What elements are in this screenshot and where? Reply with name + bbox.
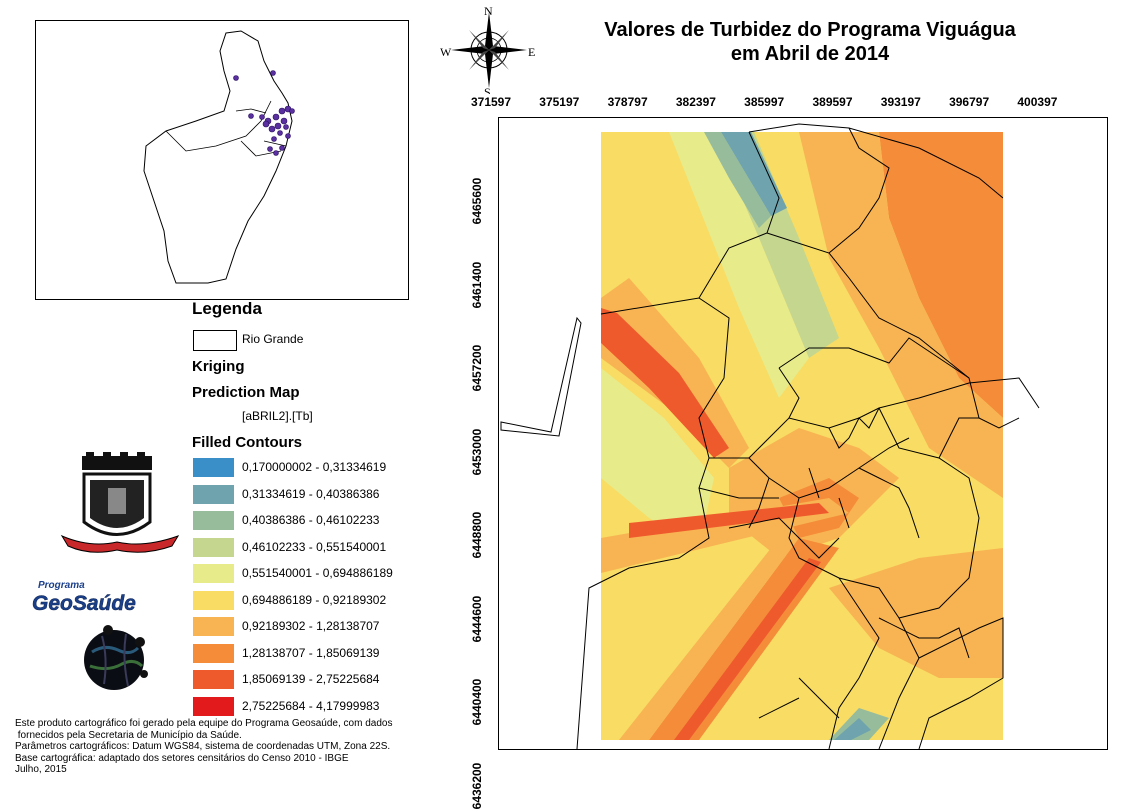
y-tick-label: 6444600 xyxy=(470,595,484,642)
footer-notes: Este produto cartográfico foi gerado pel… xyxy=(15,718,392,776)
legend-swatch xyxy=(193,590,234,610)
inset-sample-points xyxy=(233,70,295,156)
raster-band-yellowgreen-north xyxy=(669,132,809,398)
raster-band-seagreen-north xyxy=(704,132,771,228)
footer-line3: Parâmetros cartográficos: Datum WGS84, s… xyxy=(15,741,391,753)
y-tick-label: 6440400 xyxy=(470,678,484,726)
legend-swatch xyxy=(193,458,234,477)
legend-heading: Legenda xyxy=(192,299,262,318)
coat-of-arms-icon xyxy=(60,452,180,560)
y-tick-label: 6453000 xyxy=(470,428,484,475)
census-sector-boundaries xyxy=(500,123,1040,750)
footer-line5: Julho, 2015 xyxy=(15,764,67,776)
raster-band-se-orange xyxy=(829,548,1003,678)
legend-field: [aBRIL2].[Tb] xyxy=(242,409,313,423)
raster-band-east-orange xyxy=(879,132,1003,418)
legend-contours-heading: Filled Contours xyxy=(192,434,302,451)
legend-method: Kriging xyxy=(192,358,245,375)
raster-band-west-dark-orange xyxy=(601,308,729,458)
main-map-frame xyxy=(498,117,1108,750)
x-tick-label: 382397 xyxy=(675,95,716,109)
logo-text-geosaude: GeoSaúde xyxy=(32,592,136,615)
legend-class-label: 0,40386386 - 0,46102233 xyxy=(242,513,380,527)
x-tick-label: 396797 xyxy=(949,95,990,109)
y-coordinate-axis: 6465600 6461400 6457200 6453000 6448800 64446… xyxy=(470,118,498,809)
globe-icon xyxy=(78,622,154,694)
map-title-line2: em Abril de 2014 xyxy=(730,43,890,65)
compass-n: N xyxy=(484,4,493,18)
raster-band-se-teal xyxy=(834,718,871,740)
legend-class-label: 2,75225684 - 4,17999983 xyxy=(242,698,380,713)
x-tick-label: 385997 xyxy=(744,95,785,109)
legend-swatch xyxy=(193,696,234,716)
raster-band-teal-north xyxy=(721,132,787,216)
x-tick-label: 378797 xyxy=(607,95,648,109)
legend-class-label: 1,85069139 - 2,75225684 xyxy=(242,672,380,686)
x-tick-label: 393197 xyxy=(880,95,921,109)
raster-band-south-diagonal-light xyxy=(619,538,799,740)
raster-band-sw-stripe xyxy=(629,503,829,538)
raster-band-east-light-orange xyxy=(799,132,1003,498)
legend-class-label: 0,551540001 - 0,694886189 xyxy=(242,566,393,580)
legend-class-label: 0,46102233 - 0,551540001 xyxy=(242,539,387,554)
legend-class-label: 1,28138707 - 1,85069139 xyxy=(242,645,380,660)
inset-inner-boundaries xyxy=(165,100,287,157)
map-title-line1: Valores de Turbidez do Programa Viguágua xyxy=(604,19,1016,41)
y-tick-label: 6457200 xyxy=(470,344,484,392)
inset-map-svg xyxy=(143,30,295,284)
raster-band-south-diagonal-dark xyxy=(674,558,821,740)
compass-w: W xyxy=(440,45,452,59)
logo-text-programa: Programa xyxy=(38,580,85,591)
footer-line2: fornecidos pela Secretaria de Município … xyxy=(15,729,242,741)
y-tick-label: 6436200 xyxy=(470,762,484,809)
x-tick-label: 375197 xyxy=(539,95,580,109)
map-title: Valores de Turbidez do Programa Viguágua… xyxy=(560,18,1060,66)
legend-swatch xyxy=(193,643,234,663)
compass-rose-icon: N S E W xyxy=(436,4,546,99)
raster-band-west-yellowgreen xyxy=(601,368,714,548)
x-coordinate-axis: 371597 375197 378797 382397 385997 389597 3931… xyxy=(458,95,1098,115)
legend-swatch xyxy=(193,670,234,689)
x-tick-label: 400397 xyxy=(1017,95,1058,109)
legend-swatch xyxy=(193,564,234,583)
legend-swatch xyxy=(193,617,234,636)
y-tick-label: 6461400 xyxy=(470,261,484,308)
prediction-raster xyxy=(601,132,1003,740)
compass-e: E xyxy=(528,45,535,59)
x-tick-label: 389597 xyxy=(812,95,853,109)
legend-class-label: 0,92189302 - 1,28138707 xyxy=(242,619,380,633)
legend-class-label: 0,694886189 - 0,92189302 xyxy=(242,592,387,607)
legend-map-type: Prediction Map xyxy=(192,384,300,401)
footer-line4: Base cartográfica: adaptado dos setores … xyxy=(15,752,349,764)
legend-class-label: 0,170000002 - 0,31334619 xyxy=(242,460,387,474)
compass-s: S xyxy=(484,85,491,94)
legend-boundary-label: Rio Grande xyxy=(242,332,304,346)
kriging-surface-map xyxy=(500,123,1040,750)
y-tick-label: 6465600 xyxy=(470,177,484,225)
footer-line1: Este produto cartográfico foi gerado pel… xyxy=(15,718,393,729)
inset-municipality-outline xyxy=(143,30,293,284)
x-tick-label: 371597 xyxy=(470,95,512,109)
legend-swatch xyxy=(193,484,234,504)
legend-swatch xyxy=(193,511,234,530)
legend-class-label: 0,31334619 - 0,40386386 xyxy=(242,486,380,501)
geosaude-logo: Programa GeoSaúde xyxy=(30,576,170,618)
inset-map xyxy=(35,20,409,300)
legend-boundary-swatch xyxy=(193,330,237,351)
y-tick-label: 6448800 xyxy=(470,511,484,559)
legend-swatch xyxy=(193,537,234,557)
